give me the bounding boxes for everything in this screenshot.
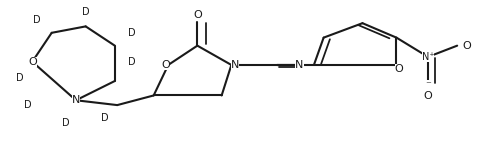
Text: ⁻
O: ⁻ O — [424, 80, 432, 101]
Text: N⁺: N⁺ — [422, 52, 434, 62]
Text: N: N — [231, 60, 240, 70]
Text: O: O — [161, 60, 170, 70]
Text: O: O — [394, 64, 403, 74]
Text: D: D — [16, 73, 24, 83]
Text: O: O — [463, 41, 471, 51]
Text: D: D — [128, 57, 135, 67]
Text: D: D — [128, 28, 135, 38]
Text: D: D — [62, 118, 70, 128]
Text: N: N — [72, 95, 80, 105]
Text: D: D — [101, 113, 109, 123]
Text: O: O — [28, 57, 37, 67]
Text: D: D — [33, 15, 41, 25]
Text: O: O — [193, 10, 202, 20]
Text: D: D — [23, 100, 31, 110]
Text: D: D — [82, 7, 90, 17]
Text: N: N — [295, 60, 303, 70]
